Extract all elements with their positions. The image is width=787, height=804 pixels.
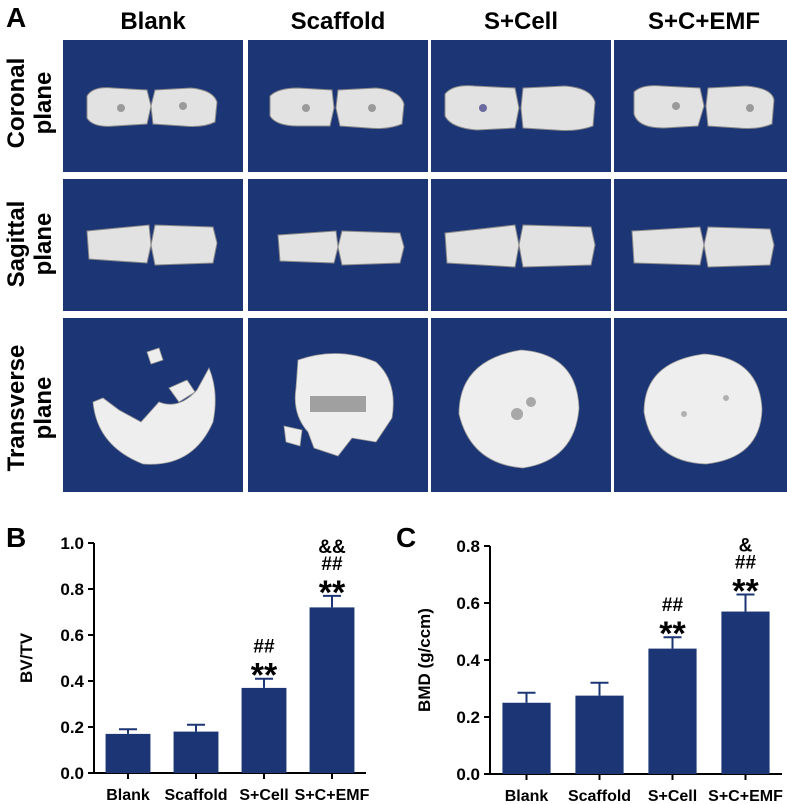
chart-c-x-tick-label-scaffold: Scaffold: [568, 788, 631, 804]
image-coronal-scaffold: [248, 40, 428, 172]
chart-b-y-tick-label: 0.0: [60, 764, 84, 783]
image-transverse-s-c-emf: [614, 318, 787, 492]
image-sagittal-blank: [63, 179, 243, 311]
panel-b-label: B: [6, 522, 27, 553]
chart-b-x-tick-label-s-c-emf: S+C+EMF: [295, 787, 370, 804]
row-header-sagittal-line1: Sagittal: [3, 200, 30, 288]
image-coronal-blank: [63, 40, 243, 172]
chart-b-bar-blank: [105, 733, 151, 773]
row-header-coronal-line1: Coronal: [3, 57, 30, 149]
chart-c-bar-blank: [502, 702, 551, 774]
chart-c-x-tick-label-blank: Blank: [505, 788, 549, 804]
row-header-coronal: Coronal plane: [3, 33, 57, 173]
chart-b-bar-s-c-emf: [309, 607, 355, 773]
chart-b-y-tick-label: 0.2: [60, 718, 84, 737]
chart-b-y-axis-label: BV/TV: [17, 632, 36, 683]
row-header-transverse: Transverse plane: [3, 323, 57, 493]
row-header-sagittal-line2: plane: [30, 212, 57, 276]
column-header-s-cell: S+Cell: [483, 8, 559, 35]
chart-c-significance-s-cell: ##: [662, 595, 684, 616]
row-header-transverse-line1: Transverse: [3, 344, 30, 472]
chart-b-significance-s-cell: ##: [253, 637, 275, 658]
chart-b-significance-s-c-emf: **: [319, 574, 346, 612]
chart-b-y-tick-label: 0.6: [60, 626, 84, 645]
chart-b-significance-s-cell: **: [251, 657, 278, 695]
image-transverse-scaffold: [248, 318, 428, 492]
chart-b-y-tick-label: 1.0: [60, 534, 84, 553]
row-header-transverse-line2: plane: [30, 376, 57, 440]
chart-b-bar-scaffold: [173, 731, 219, 773]
chart-c-significance-s-c-emf: &: [739, 535, 753, 556]
panel-c-label: C: [396, 522, 417, 553]
chart-c-y-tick-label: 0.8: [456, 537, 480, 556]
image-transverse-blank: [63, 318, 243, 492]
chart-b-y-tick-label: 0.4: [60, 672, 84, 691]
chart-b-y-tick-label: 0.8: [60, 580, 84, 599]
chart-c-y-tick-label: 0.0: [456, 765, 480, 784]
image-coronal-s-c-emf: [614, 40, 787, 172]
chart-c-x-tick-label-s-cell: S+Cell: [648, 788, 697, 804]
row-header-coronal-line2: plane: [30, 71, 57, 135]
chart-c-y-axis-label: BMD (g/ccm): [415, 608, 434, 712]
image-coronal-s-cell: [431, 40, 611, 172]
chart-c-y-tick-label: 0.2: [456, 708, 480, 727]
chart-c-bar-scaffold: [575, 695, 624, 774]
column-header-blank: Blank: [120, 8, 186, 35]
chart-b-significance-s-c-emf: ##: [321, 554, 343, 575]
image-sagittal-s-cell: [431, 179, 611, 311]
panel-a-label: A: [6, 2, 27, 33]
chart-c-y-tick-label: 0.4: [456, 651, 480, 670]
image-sagittal-scaffold: [248, 179, 428, 311]
chart-c-significance-s-c-emf: **: [732, 572, 759, 610]
row-header-sagittal: Sagittal plane: [3, 174, 57, 314]
chart-b-x-tick-label-blank: Blank: [106, 787, 150, 804]
image-transverse-s-cell: [431, 318, 611, 492]
chart-b-x-tick-label-scaffold: Scaffold: [164, 787, 227, 804]
chart-c-significance-s-cell: **: [659, 615, 686, 653]
chart-c-y-tick-label: 0.6: [456, 594, 480, 613]
chart-c-bar-s-cell: [648, 648, 697, 774]
chart-c-bar-s-c-emf: [721, 611, 770, 774]
chart-c-x-tick-label-s-c-emf: S+C+EMF: [708, 788, 783, 804]
chart-c-significance-s-c-emf: ##: [735, 552, 757, 573]
chart-b-significance-s-c-emf: &&: [318, 537, 346, 558]
image-sagittal-s-c-emf: [614, 179, 787, 311]
column-header-scaffold: Scaffold: [290, 8, 386, 35]
chart-b-x-tick-label-s-cell: S+Cell: [239, 787, 288, 804]
chart-b-bar-s-cell: [241, 687, 287, 773]
column-header-s-c-emf: S+C+EMF: [647, 8, 761, 35]
